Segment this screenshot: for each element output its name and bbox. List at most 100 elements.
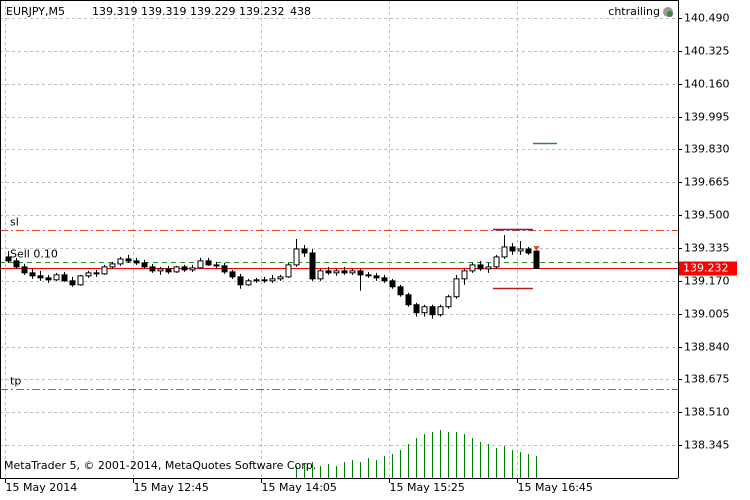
candle-body — [85, 272, 92, 277]
candle-body — [205, 260, 212, 266]
order-level-label: Sell 0.10 — [10, 248, 58, 261]
candle-body — [221, 265, 228, 273]
candle-body — [69, 280, 76, 286]
candle-body — [261, 279, 268, 282]
candle-body — [493, 256, 500, 268]
candle-body — [13, 260, 20, 268]
header-low: 139.229 — [190, 5, 236, 18]
candle-body — [229, 271, 236, 278]
candle-body — [197, 260, 204, 269]
candle-body — [525, 248, 532, 254]
candle-body — [317, 270, 324, 280]
candles — [5, 235, 540, 319]
candle-body — [133, 260, 140, 264]
candle-body — [93, 272, 100, 275]
candle-body — [333, 270, 340, 274]
order-level-label: tp — [10, 375, 21, 388]
header-high: 139.319 — [141, 5, 187, 18]
y-tick-label: 140.490 — [684, 12, 730, 25]
candle-body — [373, 275, 380, 279]
candle-body — [445, 296, 452, 308]
candle-body — [389, 280, 396, 288]
candle-body — [213, 264, 220, 267]
y-tick-label: 139.335 — [684, 242, 730, 255]
candle-body — [149, 266, 156, 272]
candle-body — [157, 268, 164, 272]
candle-body — [293, 248, 300, 266]
axis: 140.490 140.325 140.160 139.995 139.830 139.6… — [0, 0, 737, 494]
candle-body — [53, 274, 60, 281]
y-tick-label: 138.510 — [684, 406, 730, 419]
candle-body — [341, 270, 348, 274]
bid-label: 139.232 — [683, 262, 729, 275]
y-tick-label: 138.675 — [684, 373, 730, 386]
x-tick-label: 15 May 14:05 — [262, 481, 337, 494]
candle-body — [277, 276, 284, 280]
candle-body — [117, 258, 124, 265]
candle-body — [21, 266, 28, 274]
candle-body — [173, 266, 180, 273]
bid-label-box — [679, 261, 737, 276]
header-close: 139.232 — [239, 5, 285, 18]
candle-body — [429, 306, 436, 316]
y-tick-label: 138.840 — [684, 341, 730, 354]
candle-body — [101, 266, 108, 275]
y-tick-label: 140.325 — [684, 45, 730, 58]
x-tick-label: 15 May 16:45 — [518, 481, 593, 494]
header-open: 139.319 — [92, 5, 138, 18]
candle-body — [325, 270, 332, 274]
candle-body — [501, 246, 508, 258]
y-tick-label: 139.830 — [684, 143, 730, 156]
candle-body — [29, 272, 36, 277]
candle-body — [165, 268, 172, 273]
candle-body — [533, 250, 540, 269]
grid — [0, 0, 678, 478]
candle-body — [509, 246, 516, 252]
candle-body — [397, 286, 404, 296]
y-tick-label: 140.160 — [684, 78, 730, 91]
candle-body — [285, 264, 292, 278]
candle-body — [517, 248, 524, 252]
candle-body — [61, 274, 68, 282]
candle-body — [381, 277, 388, 282]
candle-body — [365, 274, 372, 277]
order-arrow — [533, 246, 540, 252]
candle-body — [109, 263, 116, 268]
candle-body — [253, 279, 260, 282]
y-tick-label: 138.345 — [684, 439, 730, 452]
candle-body — [469, 264, 476, 272]
candle-body — [237, 276, 244, 286]
candle-body — [309, 252, 316, 280]
candle-body — [45, 277, 52, 281]
candle-body — [37, 275, 44, 279]
y-tick-label: 139.170 — [684, 275, 730, 288]
candle-body — [461, 270, 468, 280]
candle-body — [189, 267, 196, 271]
candle-body — [125, 258, 132, 262]
candle-body — [437, 306, 444, 316]
order-level-label: sl — [10, 216, 19, 229]
volumes — [296, 430, 537, 478]
candle-body — [141, 262, 148, 268]
symbol: EURJPY,M5 — [6, 5, 65, 18]
y-tick-label: 139.500 — [684, 209, 730, 222]
x-tick-label: 15 May 2014 — [6, 481, 78, 494]
y-tick-label: 139.995 — [684, 111, 730, 124]
x-tick-label: 15 May 15:25 — [390, 481, 465, 494]
candle-body — [405, 294, 412, 306]
candle-body — [301, 248, 308, 254]
candle-body — [5, 256, 12, 262]
indicator-name: chtrailing — [608, 5, 660, 18]
copyright: MetaTrader 5, © 2001-2014, MetaQuotes So… — [4, 459, 316, 472]
candle-body — [413, 304, 420, 314]
y-tick-label: 139.005 — [684, 308, 730, 321]
header-volume: 438 — [290, 5, 311, 18]
candle-body — [453, 278, 460, 298]
candle-body — [477, 264, 484, 270]
candle-body — [421, 306, 428, 314]
x-tick-label: 15 May 12:45 — [134, 481, 209, 494]
y-tick-label: 139.665 — [684, 176, 730, 189]
